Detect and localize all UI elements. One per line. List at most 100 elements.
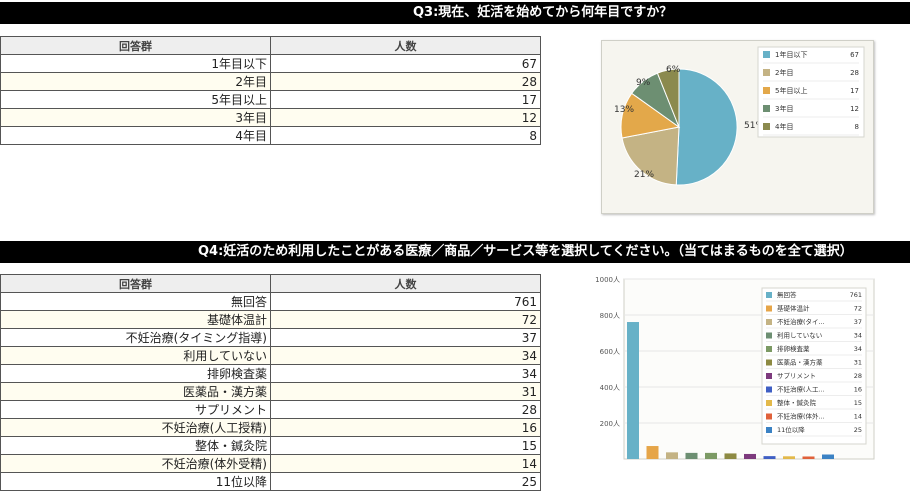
y-tick-label: 1000人 <box>595 276 620 284</box>
pie-legend-swatch <box>763 123 770 130</box>
row-value: 25 <box>270 472 541 491</box>
table-row: サプリメント 28 <box>0 400 541 419</box>
bar-legend-swatch <box>766 427 772 433</box>
row-value: 12 <box>270 108 541 127</box>
bar-legend-value: 14 <box>854 413 862 421</box>
bar <box>646 446 659 459</box>
pie-legend-swatch <box>763 105 770 112</box>
q3-table: 回答群 人数 1年目以下 67 2年目 28 5年目以上 17 3年目 12 4年目 8 <box>0 36 541 145</box>
bar-legend-value: 31 <box>854 359 862 367</box>
table-row: 無回答 761 <box>0 292 541 311</box>
bar <box>724 453 737 459</box>
table-row: 排卵検査薬 34 <box>0 364 541 383</box>
table-row: 4年目 8 <box>0 126 541 145</box>
bar-legend-swatch <box>766 305 772 312</box>
y-tick-label: 800人 <box>600 312 620 320</box>
bar-legend-label: 基礎体温計 <box>777 304 810 313</box>
row-label: 5年目以上 <box>0 90 271 109</box>
table-row: 整体・鍼灸院 15 <box>0 436 541 455</box>
bar <box>666 452 678 459</box>
q4-table: 回答群 人数 無回答 761 基礎体温計 72 不妊治療(タイミング指導) 37 利用してい… <box>0 274 541 491</box>
bar-legend-value: 72 <box>854 305 862 313</box>
row-label: 11位以降 <box>0 472 271 491</box>
bar <box>705 452 717 459</box>
table-row: 3年目 12 <box>0 108 541 127</box>
bar <box>763 456 776 459</box>
bar <box>783 456 795 459</box>
bar-legend-swatch <box>766 400 772 406</box>
y-tick-label: 200人 <box>600 420 620 428</box>
row-label: 排卵検査薬 <box>0 364 271 383</box>
table-row: 医薬品・漢方薬 31 <box>0 382 541 401</box>
table-row: 不妊治療(人工授精) 16 <box>0 418 541 437</box>
row-value: 31 <box>270 382 541 401</box>
bar <box>627 322 639 459</box>
pie-legend-label: 1年目以下 <box>775 50 807 59</box>
y-tick-label: 400人 <box>600 384 620 392</box>
bar-legend-value: 34 <box>854 345 862 353</box>
table-row: 利用していない 34 <box>0 346 541 365</box>
q3-col-group-header: 回答群 <box>0 36 271 55</box>
q4-header-bar: Q4:妊活のため利用したことがある医療／商品／サービス等を選択してください。（当… <box>0 241 910 263</box>
table-row: 基礎体温計 72 <box>0 310 541 329</box>
table-row: 1年目以下 67 <box>0 54 541 73</box>
bar-legend-swatch <box>766 386 772 393</box>
bar-legend-value: 34 <box>854 332 862 340</box>
bar <box>802 456 815 459</box>
row-value: 34 <box>270 364 541 383</box>
pie-legend-value: 17 <box>850 87 859 95</box>
bar <box>685 452 698 459</box>
bar <box>822 454 834 459</box>
pie-legend-label: 2年目 <box>775 68 793 77</box>
row-value: 14 <box>270 454 541 473</box>
pie-legend-value: 12 <box>850 105 859 113</box>
q4-bar-chart-area: 1000人 800人 600人 400人 200人 無回答 761 基礎体温計 72 不妊治療(タ… <box>580 268 880 468</box>
q4-col-group-header: 回答群 <box>0 274 271 293</box>
pie-legend-value: 28 <box>850 69 859 77</box>
table-row: 11位以降 25 <box>0 472 541 491</box>
table-row: 不妊治療(タイミング指導) 37 <box>0 328 541 347</box>
table-row: 不妊治療(体外受精) 14 <box>0 454 541 473</box>
bar-legend-swatch <box>766 332 772 339</box>
bar-legend-swatch <box>766 413 772 420</box>
row-value: 17 <box>270 90 541 109</box>
table-row: 2年目 28 <box>0 72 541 91</box>
pie-legend-swatch <box>763 87 770 94</box>
row-label: 3年目 <box>0 108 271 127</box>
row-label: 不妊治療(人工授精) <box>0 418 271 437</box>
bar-legend-label: 不妊治療(タイ... <box>777 317 825 326</box>
bar-legend-label: 医薬品・漢方薬 <box>777 358 823 367</box>
bar-legend-value: 37 <box>854 318 862 326</box>
pie-slice <box>656 68 680 128</box>
row-label: 2年目 <box>0 72 271 91</box>
bar-legend-swatch <box>766 292 772 298</box>
bar-legend-label: 整体・鍼灸院 <box>777 398 817 407</box>
y-tick-label: 600人 <box>600 348 620 356</box>
table-row: 5年目以上 17 <box>0 90 541 109</box>
pie-slice-label: 9% <box>636 78 651 88</box>
row-value: 67 <box>270 54 541 73</box>
row-label: 基礎体温計 <box>0 310 271 329</box>
bar <box>744 453 756 459</box>
row-label: 1年目以下 <box>0 54 271 73</box>
q3-pie-chart: 51% 21% 13% 9% 6% 1年目以下 67 2年目 28 5年目以上 17 3年目 12 4年目… <box>614 46 865 186</box>
q3-header-bar: Q3:現在、妊活を始めてから何年目ですか？ <box>0 2 910 24</box>
row-label: 不妊治療(タイミング指導) <box>0 328 271 347</box>
q3-title: Q3:現在、妊活を始めてから何年目ですか？ <box>413 5 673 20</box>
row-value: 37 <box>270 328 541 347</box>
pie-slice-label: 6% <box>666 65 681 75</box>
bar-legend-swatch <box>766 319 772 325</box>
row-value: 34 <box>270 346 541 365</box>
row-value: 8 <box>270 126 541 145</box>
pie-slice-label: 13% <box>614 105 634 115</box>
q3-col-count-header: 人数 <box>270 36 541 55</box>
row-label: 整体・鍼灸院 <box>0 436 271 455</box>
row-value: 16 <box>270 418 541 437</box>
row-value: 761 <box>270 292 541 311</box>
pie-legend-value: 8 <box>855 123 859 131</box>
pie-legend-label: 3年目 <box>775 104 793 113</box>
bar-legend-label: 排卵検査薬 <box>777 344 810 353</box>
bar-legend-swatch <box>766 373 772 379</box>
bar-legend-value: 761 <box>850 291 862 299</box>
bar-legend-value: 16 <box>854 386 862 394</box>
